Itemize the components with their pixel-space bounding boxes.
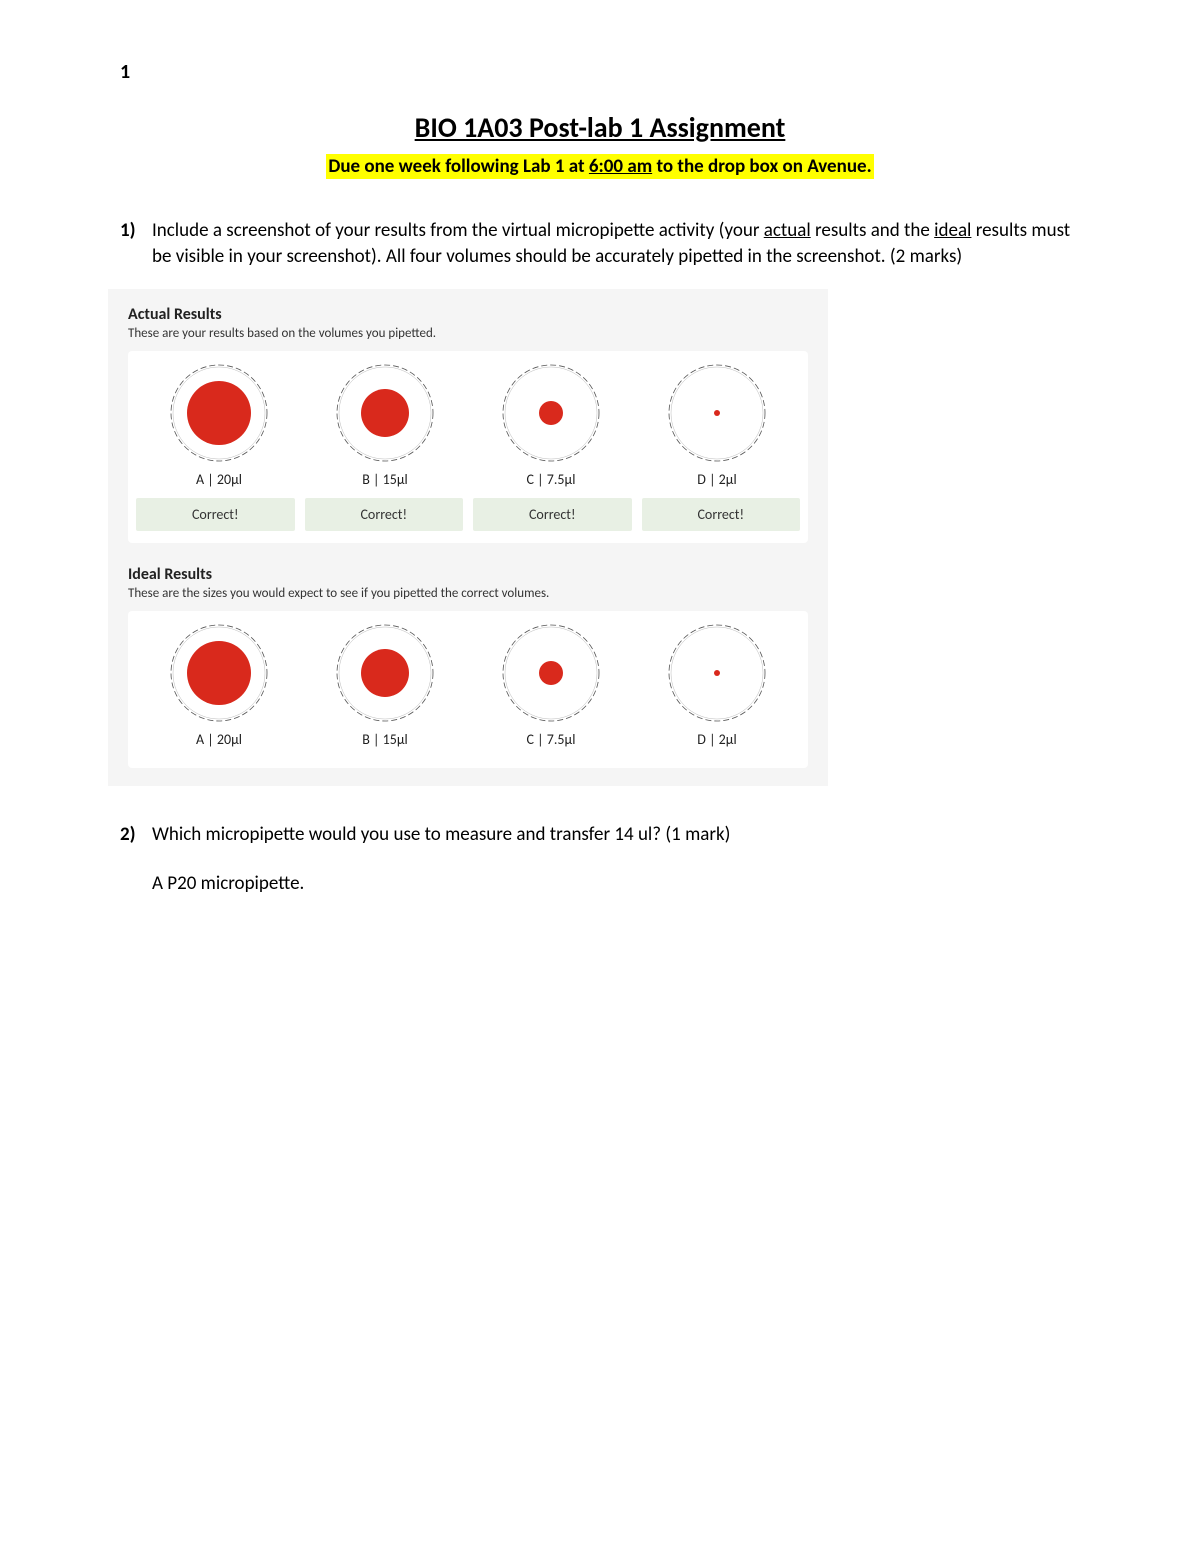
well-label: B | 15µl — [320, 471, 450, 488]
actual-results-subtitle: These are your results based on the volu… — [128, 326, 808, 341]
results-panel: Actual Results These are your results ba… — [108, 289, 828, 786]
q1-number: 1) — [120, 218, 152, 269]
status-chip: Correct! — [473, 498, 632, 531]
due-pre: Due one week following Lab 1 at — [328, 155, 589, 178]
ideal-results-card: A | 20µl B | 15µl C | 7.5µl D | 2µl — [128, 611, 808, 768]
status-chip: Correct! — [642, 498, 801, 531]
ideal-results-subtitle: These are the sizes you would expect to … — [128, 586, 808, 601]
q2-number: 2) — [120, 822, 152, 848]
actual-status-row: Correct! Correct! Correct! Correct! — [136, 498, 800, 531]
well-diagram — [667, 623, 767, 723]
status-chip: Correct! — [136, 498, 295, 531]
well-diagram — [501, 623, 601, 723]
assignment-title: BIO 1A03 Post-lab 1 Assignment — [120, 110, 1080, 145]
well-label: C | 7.5µl — [486, 731, 616, 748]
well-column: A | 20µl — [154, 623, 284, 748]
actual-results-card: A | 20µl B | 15µl C | 7.5µl D | 2µl Correct… — [128, 351, 808, 543]
well-diagram — [335, 623, 435, 723]
well-column: C | 7.5µl — [486, 363, 616, 488]
status-chip: Correct! — [305, 498, 464, 531]
ideal-wells-row: A | 20µl B | 15µl C | 7.5µl D | 2µl — [136, 623, 800, 748]
well-diagram — [169, 363, 269, 463]
well-column: C | 7.5µl — [486, 623, 616, 748]
due-highlight: Due one week following Lab 1 at 6:00 am … — [326, 154, 873, 179]
well-diagram — [169, 623, 269, 723]
page-content: BIO 1A03 Post-lab 1 Assignment Due one w… — [120, 110, 1080, 895]
ideal-results-title: Ideal Results — [128, 565, 808, 584]
well-diagram — [335, 363, 435, 463]
q1-body: Include a screenshot of your results fro… — [152, 218, 1080, 269]
q1-u-actual: actual — [764, 219, 811, 242]
q2-answer: A P20 micropipette. — [152, 872, 1080, 895]
question-2: 2) Which micropipette would you use to m… — [120, 822, 1080, 848]
well-label: A | 20µl — [154, 731, 284, 748]
q1-u-ideal: ideal — [934, 219, 971, 242]
q1-pre: Include a screenshot of your results fro… — [152, 219, 764, 242]
due-time: 6:00 am — [589, 155, 652, 178]
well-label: D | 2µl — [652, 731, 782, 748]
well-column: A | 20µl — [154, 363, 284, 488]
question-1: 1) Include a screenshot of your results … — [120, 218, 1080, 269]
page-number: 1 — [120, 60, 130, 84]
well-column: D | 2µl — [652, 363, 782, 488]
well-column: B | 15µl — [320, 623, 450, 748]
well-column: B | 15µl — [320, 363, 450, 488]
due-post: to the drop box on Avenue. — [652, 155, 872, 178]
due-line: Due one week following Lab 1 at 6:00 am … — [120, 155, 1080, 178]
well-label: D | 2µl — [652, 471, 782, 488]
q1-mid: results and the — [811, 219, 934, 242]
well-label: C | 7.5µl — [486, 471, 616, 488]
well-label: A | 20µl — [154, 471, 284, 488]
q2-body: Which micropipette would you use to meas… — [152, 822, 1080, 848]
well-diagram — [667, 363, 767, 463]
well-diagram — [501, 363, 601, 463]
well-column: D | 2µl — [652, 623, 782, 748]
actual-results-title: Actual Results — [128, 305, 808, 324]
actual-wells-row: A | 20µl B | 15µl C | 7.5µl D | 2µl — [136, 363, 800, 488]
well-label: B | 15µl — [320, 731, 450, 748]
